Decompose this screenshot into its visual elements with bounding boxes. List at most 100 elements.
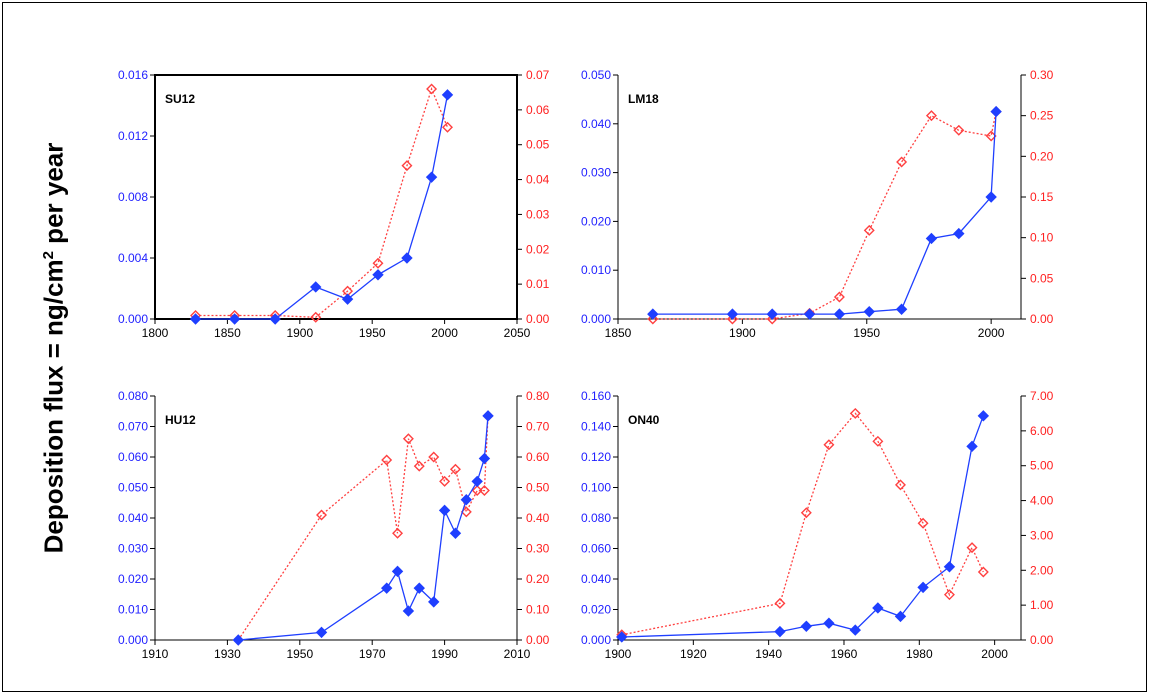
red-open-diamond-point — [872, 435, 884, 447]
right-y-tick-label: 0.10 — [1030, 231, 1054, 245]
red-open-diamond-point — [426, 83, 438, 95]
x-tick-label: 1970 — [359, 647, 386, 661]
blue-diamond-point — [315, 626, 328, 639]
red-open-diamond-point — [953, 124, 965, 136]
blue-diamond-point — [438, 504, 451, 517]
blue-diamond-point — [482, 410, 494, 422]
red-open-diamond-point — [800, 507, 812, 519]
left-y-tick-label: 0.016 — [118, 68, 148, 82]
left-y-tick-label: 0.040 — [118, 511, 148, 525]
left-y-tick-label: 0.040 — [581, 117, 611, 131]
left-y-tick-label: 0.100 — [581, 481, 611, 495]
left-y-tick-label: 0.000 — [581, 312, 611, 326]
left-y-tick-label: 0.070 — [118, 420, 148, 434]
left-y-tick-label: 0.030 — [118, 542, 148, 556]
blue-diamond-point — [774, 625, 786, 638]
right-y-tick-label: 0.00 — [1030, 312, 1054, 326]
blue-diamond-point — [647, 308, 659, 320]
blue-series-line — [652, 111, 997, 315]
red-open-diamond-point — [774, 597, 786, 609]
x-tick-label: 2000 — [978, 326, 1005, 340]
red-open-diamond-point — [442, 121, 453, 133]
x-tick-label: 1900 — [286, 326, 313, 340]
x-tick-label: 1850 — [605, 326, 632, 340]
blue-diamond-point — [863, 305, 875, 318]
blue-diamond-point — [990, 105, 1002, 118]
left-y-tick-label: 0.160 — [581, 389, 611, 403]
right-y-tick-label: 0.03 — [526, 207, 550, 221]
left-y-tick-label: 0.080 — [118, 389, 148, 403]
blue-diamond-point — [925, 232, 938, 245]
right-y-tick-label: 0.05 — [1030, 271, 1054, 285]
left-y-tick-label: 0.080 — [581, 511, 611, 525]
x-tick-label: 1950 — [286, 647, 313, 661]
right-y-tick-label: 0.20 — [526, 572, 550, 586]
red-open-diamond-point — [726, 313, 738, 325]
red-open-diamond-point — [966, 542, 978, 554]
left-y-tick-label: 0.004 — [118, 251, 148, 265]
red-open-diamond-point — [478, 485, 490, 497]
red-open-diamond-point — [833, 291, 845, 303]
blue-diamond-point — [616, 631, 628, 643]
blue-series-line — [238, 415, 489, 641]
left-y-tick-label: 0.060 — [118, 450, 148, 464]
x-tick-label: 2000 — [431, 326, 458, 340]
right-y-tick-label: 0.10 — [526, 603, 550, 617]
right-y-tick-label: 0.00 — [1030, 633, 1054, 647]
blue-diamond-point — [766, 308, 778, 320]
x-tick-label: 1950 — [359, 326, 386, 340]
left-y-tick-label: 0.120 — [581, 450, 611, 464]
left-y-tick-label: 0.000 — [118, 312, 148, 326]
left-y-tick-label: 0.000 — [118, 633, 148, 647]
left-y-tick-label: 0.020 — [581, 603, 611, 617]
blue-diamond-point — [413, 582, 425, 594]
blue-diamond-point — [391, 565, 404, 578]
left-y-tick-label: 0.050 — [118, 481, 148, 495]
red-open-diamond-point — [401, 160, 413, 172]
red-open-diamond-point — [392, 527, 404, 539]
blue-diamond-point — [953, 227, 965, 240]
blue-diamond-point — [985, 191, 997, 203]
red-series-line — [652, 111, 997, 320]
right-y-tick-label: 0.04 — [526, 173, 550, 187]
red-open-diamond-point — [372, 257, 384, 269]
blue-diamond-point — [894, 610, 907, 623]
left-y-tick-label: 0.000 — [581, 633, 611, 647]
blue-diamond-point — [917, 581, 929, 594]
blue-diamond-point — [460, 493, 473, 506]
blue-diamond-point — [478, 452, 491, 465]
blue-diamond-point — [341, 293, 354, 305]
x-tick-label: 1930 — [214, 647, 241, 661]
right-y-tick-label: 0.70 — [526, 420, 550, 434]
blue-diamond-point — [228, 313, 241, 325]
red-series-line — [195, 87, 449, 318]
left-y-tick-label: 0.030 — [581, 166, 611, 180]
red-series-line — [237, 415, 489, 641]
red-open-diamond-point — [925, 110, 937, 122]
blue-diamond-point — [895, 303, 908, 315]
red-open-diamond-point — [471, 485, 483, 497]
red-open-diamond-point — [402, 433, 414, 445]
x-tick-label: 1800 — [142, 326, 169, 340]
red-open-diamond-point — [896, 156, 908, 168]
blue-diamond-point — [402, 605, 415, 617]
right-y-tick-label: 0.60 — [526, 450, 550, 464]
x-tick-label: 1940 — [755, 647, 782, 661]
red-open-diamond-point — [439, 475, 451, 487]
blue-diamond-point — [943, 561, 956, 573]
right-y-tick-label: 0.40 — [526, 511, 550, 525]
blue-diamond-point — [189, 313, 202, 325]
left-y-tick-label: 0.012 — [118, 129, 148, 143]
right-y-tick-label: 0.30 — [1030, 68, 1054, 82]
chart-panel-lm18: 1850 1900 1950 2000 0.000 0.010 0.020 0.030 0.04… — [581, 68, 1054, 340]
x-tick-label: 1900 — [729, 326, 756, 340]
red-open-diamond-point — [316, 509, 328, 521]
x-tick-label: 1980 — [906, 647, 933, 661]
right-y-tick-label: 0.00 — [526, 633, 550, 647]
left-y-tick-label: 0.040 — [581, 572, 611, 586]
x-tick-label: 1950 — [853, 326, 880, 340]
x-tick-label: 1850 — [214, 326, 241, 340]
right-y-tick-label: 0.80 — [526, 389, 550, 403]
red-open-diamond-point — [823, 439, 835, 451]
